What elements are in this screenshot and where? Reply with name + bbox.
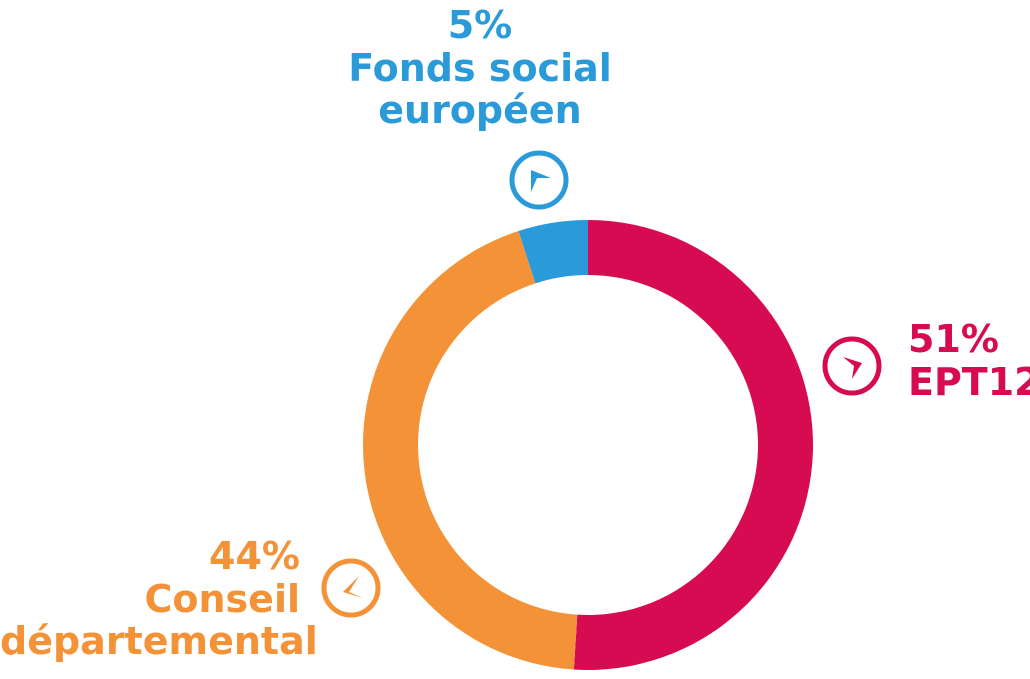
chevron-right-icon bbox=[822, 336, 882, 396]
chevron-up-icon bbox=[509, 150, 569, 210]
label-cd-name-line1: Conseil bbox=[144, 576, 301, 621]
chevron-left-icon bbox=[321, 558, 381, 618]
slice-ept12 bbox=[573, 220, 813, 671]
label-fse-name-line2: européen bbox=[378, 88, 582, 133]
label-conseil-departemental: 44% Conseil départemental bbox=[0, 534, 318, 664]
slice-fonds-social-europ-en bbox=[518, 220, 588, 284]
label-cd-name-line2: départemental bbox=[0, 619, 318, 664]
label-fse-name-line1: Fonds social bbox=[348, 45, 612, 90]
label-cd-percent: 44% bbox=[209, 534, 300, 578]
label-ept12-name: EPT12 bbox=[908, 359, 1030, 404]
slice-conseil-d-partemental bbox=[362, 231, 578, 670]
donut-slices bbox=[362, 220, 813, 671]
label-fse: 5% Fonds social européen bbox=[290, 4, 670, 132]
label-ept12-percent: 51% bbox=[908, 317, 999, 361]
label-fse-percent: 5% bbox=[447, 3, 513, 47]
label-ept12: 51% EPT12 bbox=[908, 318, 1030, 403]
